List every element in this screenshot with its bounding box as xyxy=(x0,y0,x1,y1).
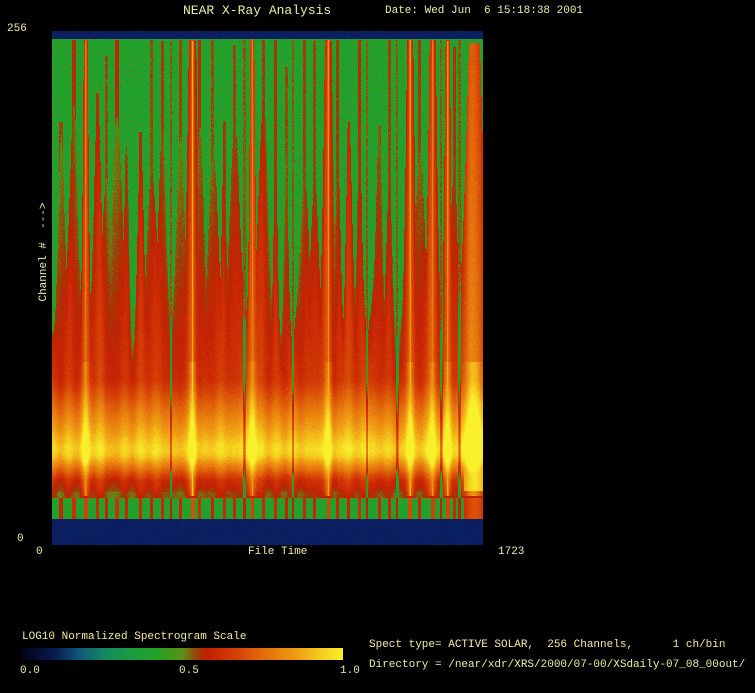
spectrogram-canvas xyxy=(52,31,483,545)
colorbar-tick-1: 1.0 xyxy=(340,665,360,677)
date-label: Date: Wed Jun 6 15:18:38 2001 xyxy=(385,5,584,17)
page-title: NEAR X-Ray Analysis xyxy=(183,3,332,18)
x-axis-title: File Time xyxy=(248,546,308,558)
colorbar-title: LOG10 Normalized Spectrogram Scale xyxy=(22,631,247,643)
colorbar-tick-0: 0.0 xyxy=(20,665,40,677)
spect-type-line: Spect type= ACTIVE SOLAR, 256 Channels, … xyxy=(369,639,726,651)
directory-line: Directory = /near/xdr/XRS/2000/07-00/XSd… xyxy=(369,659,746,671)
x-axis-max-label: 1723 xyxy=(498,546,525,558)
colorbar-tick-05: 0.5 xyxy=(179,665,199,677)
colorbar-canvas xyxy=(22,648,343,660)
y-axis-max-label: 256 xyxy=(7,23,27,35)
y-axis-min-label: 0 xyxy=(17,533,24,545)
x-axis-min-label: 0 xyxy=(36,546,43,558)
y-axis-title: Channel # ---> xyxy=(38,202,50,302)
